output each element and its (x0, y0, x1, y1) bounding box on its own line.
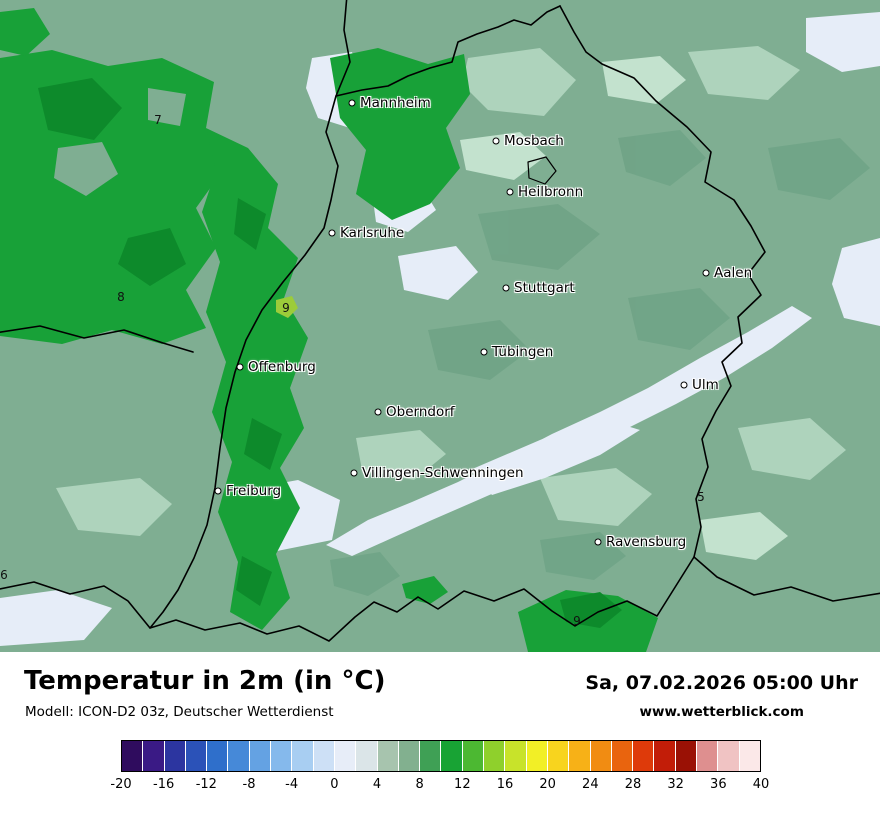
colorbar-segment (356, 741, 377, 771)
colorbar-tick-label: -12 (195, 777, 217, 792)
colorbar-segment (526, 741, 547, 771)
colorbar-segment (633, 741, 654, 771)
border-west (149, 0, 351, 629)
colorbar-tick-label: 36 (710, 777, 727, 792)
colorbar-segment (462, 741, 484, 771)
colorbar-segment (377, 741, 398, 771)
colorbar-gradient (121, 740, 761, 772)
colorbar-tick-label: 28 (624, 777, 642, 792)
map-sage-holes (54, 88, 186, 196)
colorbar-segment (164, 741, 185, 771)
colorbar-segment (420, 741, 441, 771)
colorbar-segment (334, 741, 356, 771)
border-north (335, 5, 561, 97)
colorbar-tick-label: -8 (242, 777, 256, 792)
colorbar: -20 -16 -12 -8 -4 0 4 8 12 16 20 24 28 32 36 40 (110, 740, 769, 795)
colorbar-segment (484, 741, 505, 771)
header-row: Temperatur in 2m (in °C) Modell: ICON-D2… (24, 664, 858, 720)
colorbar-segment (398, 741, 420, 771)
colorbar-segment (547, 741, 569, 771)
colorbar-segment (271, 741, 292, 771)
border-east (559, 5, 766, 558)
colorbar-segment (654, 741, 675, 771)
border-south (0, 556, 695, 642)
border-southeast (693, 556, 880, 602)
colorbar-tick-label: -16 (153, 777, 175, 792)
colorbar-segment (590, 741, 611, 771)
colorbar-segment (185, 741, 207, 771)
border-inner-left (0, 325, 194, 353)
temperature-map-svg (0, 0, 880, 652)
colorbar-segment (739, 741, 760, 771)
colorbar-segment (569, 741, 590, 771)
colorbar-tick-label: 16 (496, 777, 514, 792)
colorbar-segment (228, 741, 249, 771)
colorbar-segment (441, 741, 462, 771)
colorbar-tick-label: -20 (110, 777, 132, 792)
colorbar-tick-label: 8 (415, 777, 424, 792)
colorbar-segment (697, 741, 718, 771)
colorbar-tick-label: 24 (582, 777, 599, 792)
colorbar-tick-label: 40 (752, 777, 770, 792)
forecast-datetime: Sa, 07.02.2026 05:00 Uhr (585, 672, 858, 694)
state-border-lines (0, 0, 880, 642)
colorbar-segment (675, 741, 697, 771)
colorbar-segment (207, 741, 228, 771)
colorbar-tick-label: -4 (285, 777, 299, 792)
colorbar-tick-label: 0 (330, 777, 339, 792)
map-mint-texture (56, 46, 846, 536)
colorbar-segment (143, 741, 164, 771)
colorbar-segment (611, 741, 633, 771)
colorbar-segment (122, 741, 143, 771)
colorbar-segment (249, 741, 271, 771)
border-enclave (527, 156, 557, 185)
colorbar-segment (718, 741, 739, 771)
colorbar-segment (505, 741, 526, 771)
map-dark-sage-texture (330, 130, 870, 596)
model-info: Modell: ICON-D2 03z, Deutscher Wetterdie… (25, 704, 334, 720)
info-panel: Temperatur in 2m (in °C) Modell: ICON-D2… (0, 652, 880, 830)
website-link[interactable]: www.wetterblick.com (639, 704, 804, 720)
colorbar-tick-label: 20 (539, 777, 556, 792)
colorbar-ticks: -20 -16 -12 -8 -4 0 4 8 12 16 20 24 28 32 36 40 (110, 777, 769, 795)
header-left: Temperatur in 2m (in °C) Modell: ICON-D2… (24, 664, 385, 720)
header-right: Sa, 07.02.2026 05:00 Uhr www.wetterblick… (585, 664, 858, 720)
map-dark-green-accents (38, 78, 622, 628)
map-light-mint-texture (460, 56, 788, 560)
colorbar-segment (292, 741, 313, 771)
colorbar-segment (313, 741, 334, 771)
colorbar-tick-label: 4 (372, 777, 382, 792)
page-title: Temperatur in 2m (in °C) (24, 666, 386, 696)
colorbar-tick-label: 32 (667, 777, 684, 792)
map-warm-spot (276, 296, 298, 318)
colorbar-tick-label: 12 (454, 777, 471, 792)
map-area: Mannheim Mosbach Heilbronn Karlsruhe Aalen St… (0, 0, 880, 652)
